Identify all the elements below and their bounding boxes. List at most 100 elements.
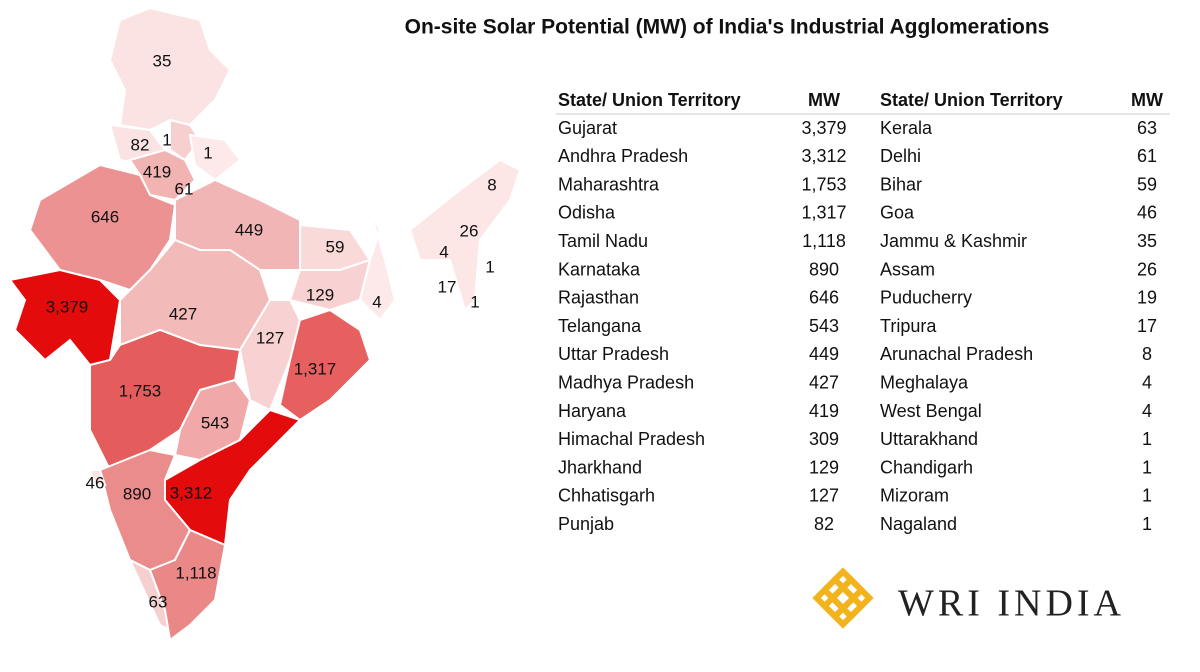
mw-value: 8 bbox=[1142, 344, 1152, 364]
column-header: MW bbox=[808, 90, 840, 110]
state-name: Jharkhand bbox=[558, 457, 642, 477]
region bbox=[148, 528, 227, 642]
state-name: Uttarakhand bbox=[880, 429, 978, 449]
mw-value: 419 bbox=[809, 401, 839, 421]
map-label: 1 bbox=[485, 257, 494, 276]
mw-value: 127 bbox=[809, 486, 839, 506]
state-name: Rajasthan bbox=[558, 288, 639, 308]
region bbox=[8, 268, 122, 367]
region bbox=[238, 299, 302, 412]
column-header: MW bbox=[1131, 90, 1163, 110]
map-label: 449 bbox=[235, 220, 263, 239]
state-name: Arunachal Pradesh bbox=[880, 344, 1033, 364]
state-name: Goa bbox=[880, 203, 915, 223]
state-name: Chandigarh bbox=[880, 457, 973, 477]
state-name: Delhi bbox=[880, 146, 921, 166]
mw-value: 82 bbox=[814, 514, 834, 534]
map-label: 543 bbox=[201, 413, 229, 432]
state-name: Kerala bbox=[880, 118, 933, 138]
map-label: 82 bbox=[131, 135, 150, 154]
map-label: 63 bbox=[149, 592, 168, 611]
mw-value: 35 bbox=[1137, 231, 1157, 251]
logo-text: WRI INDIA bbox=[898, 583, 1125, 625]
state-name: Gujarat bbox=[558, 118, 617, 138]
state-name: Haryana bbox=[558, 401, 627, 421]
mw-value: 1 bbox=[1142, 457, 1152, 477]
mw-value: 1,118 bbox=[802, 231, 846, 251]
map-label: 1,118 bbox=[175, 563, 216, 582]
mw-value: 4 bbox=[1142, 401, 1152, 421]
mw-value: 3,312 bbox=[801, 146, 846, 166]
region bbox=[278, 308, 372, 422]
map-label: 3,379 bbox=[46, 297, 89, 316]
state-name: Uttar Pradesh bbox=[558, 344, 669, 364]
mw-value: 1 bbox=[1142, 429, 1152, 449]
region bbox=[358, 209, 397, 322]
state-name: Tamil Nadu bbox=[558, 231, 648, 251]
state-name: Assam bbox=[880, 259, 935, 279]
mw-value: 427 bbox=[809, 372, 839, 392]
map-label: 419 bbox=[143, 162, 171, 181]
map-label: 1,317 bbox=[294, 359, 337, 378]
region bbox=[88, 469, 107, 486]
map-label: 1 bbox=[203, 143, 212, 162]
mw-value: 1 bbox=[1142, 514, 1152, 534]
map-label: 59 bbox=[326, 237, 345, 256]
region bbox=[188, 133, 242, 182]
map-label: 8 bbox=[487, 175, 496, 194]
mw-value: 63 bbox=[1137, 118, 1157, 138]
table: State/ Union Territory MW State/ Union Ter… bbox=[556, 90, 1170, 534]
region bbox=[173, 378, 252, 462]
map-labels: 35 82 1 1 419 61 646 449 59 8 26 4 1 17 … bbox=[46, 51, 497, 611]
mw-value: 646 bbox=[809, 288, 839, 308]
state-name: Puducherry bbox=[880, 288, 972, 308]
mw-value: 46 bbox=[1137, 203, 1157, 223]
mw-value: 543 bbox=[809, 316, 839, 336]
state-name: West Bengal bbox=[880, 401, 982, 421]
state-name: Karnataka bbox=[558, 259, 641, 279]
map-label: 26 bbox=[460, 221, 479, 240]
state-name: Andhra Pradesh bbox=[558, 146, 688, 166]
title: On-site Solar Potential (MW) of India's … bbox=[405, 16, 1050, 39]
mw-value: 890 bbox=[809, 259, 839, 279]
map-label: 1 bbox=[470, 292, 479, 311]
state-name: Meghalaya bbox=[880, 372, 969, 392]
mw-value: 1,317 bbox=[801, 203, 846, 223]
mw-value: 1 bbox=[1142, 486, 1152, 506]
mw-value: 19 bbox=[1137, 288, 1157, 308]
state-name: Telangana bbox=[558, 316, 642, 336]
map-label: 129 bbox=[306, 285, 334, 304]
state-name: Tripura bbox=[880, 316, 937, 336]
map-label: 427 bbox=[169, 304, 197, 323]
state-name: Mizoram bbox=[880, 486, 949, 506]
mw-value: 309 bbox=[809, 429, 839, 449]
map-label: 646 bbox=[91, 207, 119, 226]
state-name: Odisha bbox=[558, 203, 616, 223]
mw-value: 61 bbox=[1137, 146, 1157, 166]
map-label: 35 bbox=[153, 51, 172, 70]
state-name: Bihar bbox=[880, 174, 922, 194]
map-label: 1 bbox=[162, 130, 171, 149]
map-label: 1,753 bbox=[119, 381, 162, 400]
map-label: 890 bbox=[123, 484, 151, 503]
state-name: Himachal Pradesh bbox=[558, 429, 705, 449]
mw-value: 129 bbox=[809, 457, 839, 477]
map-label: 46 bbox=[86, 473, 105, 492]
logo-icon bbox=[812, 567, 874, 629]
map-label: 61 bbox=[175, 179, 194, 198]
map-label: 4 bbox=[439, 242, 448, 261]
column-header: State/ Union Territory bbox=[558, 90, 741, 110]
map-label: 127 bbox=[256, 328, 284, 347]
column-header: State/ Union Territory bbox=[880, 90, 1063, 110]
map-label: 4 bbox=[372, 292, 381, 311]
mw-value: 1,753 bbox=[801, 174, 846, 194]
mw-value: 17 bbox=[1137, 316, 1157, 336]
region bbox=[408, 158, 522, 312]
india-map bbox=[8, 6, 522, 642]
region bbox=[28, 163, 177, 292]
mw-value: 4 bbox=[1142, 372, 1152, 392]
map-label: 17 bbox=[438, 277, 457, 296]
state-name: Chhatisgarh bbox=[558, 486, 655, 506]
